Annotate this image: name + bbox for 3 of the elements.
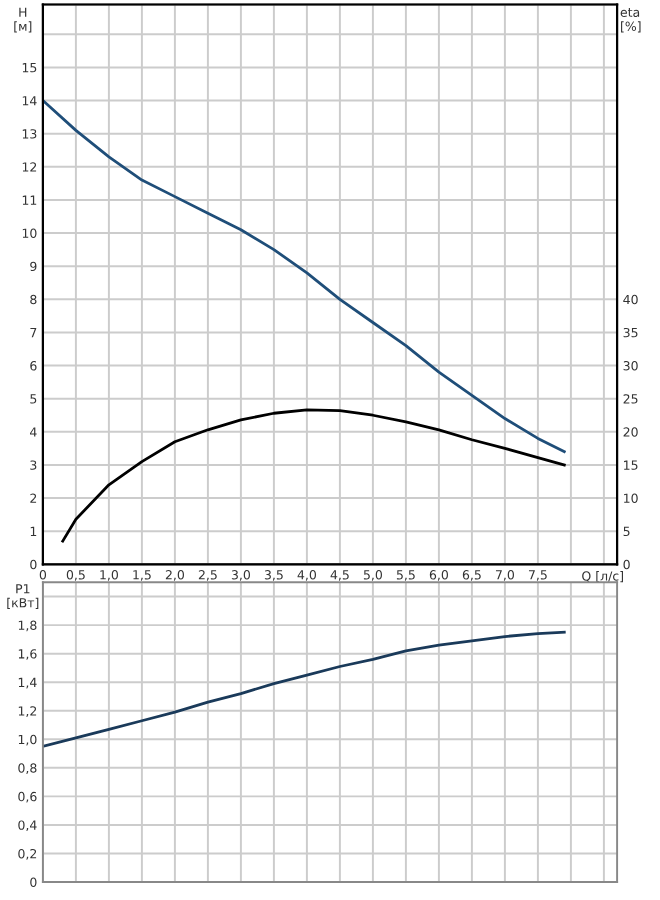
line-series — [42, 99, 566, 454]
line-series — [61, 408, 566, 543]
line-series — [42, 630, 566, 748]
